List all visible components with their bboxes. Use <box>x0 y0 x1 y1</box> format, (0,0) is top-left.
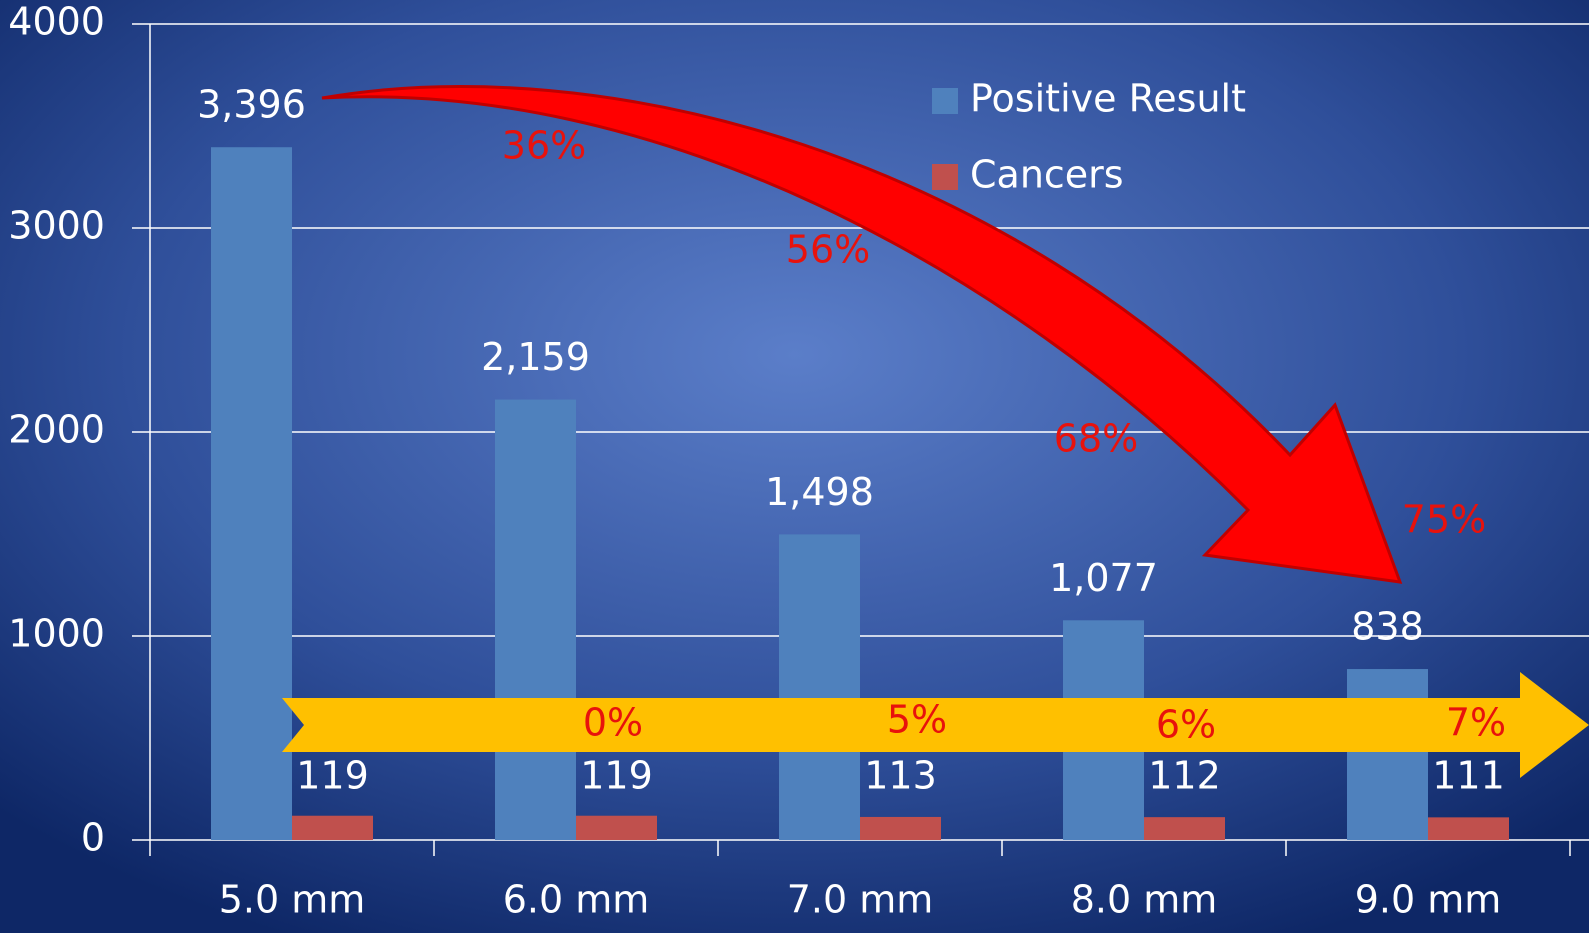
bar <box>576 815 657 840</box>
red-arrow <box>321 85 1403 584</box>
value-label: 119 <box>580 754 653 798</box>
value-label: 113 <box>864 754 937 798</box>
value-label: 111 <box>1432 754 1505 798</box>
arrow-annotation: 5% <box>887 698 947 742</box>
annotation: 68% <box>1054 417 1138 461</box>
bar <box>211 147 292 840</box>
x-tick-label: 5.0 mm <box>219 878 366 922</box>
x-tick-label: 6.0 mm <box>503 878 650 922</box>
legend-swatch <box>932 164 958 190</box>
x-tick-label: 7.0 mm <box>787 878 934 922</box>
bar <box>860 816 941 840</box>
y-tick-label: 3000 <box>8 204 105 248</box>
arrow-annotation: 7% <box>1446 701 1506 745</box>
value-label: 3,396 <box>197 83 306 127</box>
y-tick-label: 0 <box>81 816 105 860</box>
y-tick-label: 4000 <box>8 0 105 44</box>
value-label: 1,498 <box>765 470 874 514</box>
annotation: 56% <box>786 228 870 272</box>
y-tick-label: 2000 <box>8 408 105 452</box>
annotation: 75% <box>1402 498 1486 542</box>
legend-label: Positive Result <box>970 77 1246 121</box>
bar <box>1347 669 1428 840</box>
value-label: 119 <box>296 754 369 798</box>
bar <box>779 534 860 840</box>
x-tick-label: 8.0 mm <box>1071 878 1218 922</box>
arrow-annotation: 0% <box>583 701 643 745</box>
bar <box>495 399 576 840</box>
bar <box>292 815 373 840</box>
bar <box>1428 817 1509 840</box>
value-label: 1,077 <box>1049 556 1158 600</box>
value-label: 838 <box>1351 605 1424 649</box>
value-label: 112 <box>1148 754 1221 798</box>
y-tick-label: 1000 <box>8 612 105 656</box>
x-tick-label: 9.0 mm <box>1355 878 1502 922</box>
bar <box>1144 817 1225 840</box>
arrow-annotation: 6% <box>1156 703 1216 747</box>
annotation: 36% <box>502 124 586 168</box>
value-label: 2,159 <box>481 335 590 379</box>
legend-label: Cancers <box>970 153 1124 197</box>
yellow-arrow <box>282 672 1589 778</box>
legend-swatch <box>932 88 958 114</box>
